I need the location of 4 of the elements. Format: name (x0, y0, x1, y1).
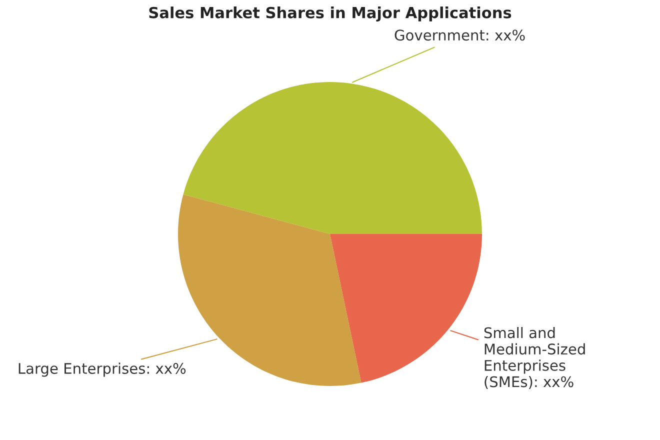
slice-label: Government: xx% (394, 30, 525, 41)
slice-label: Small and Medium-Sized Enterprises (SMEs): xx% (484, 326, 585, 389)
chart-title: Sales Market Shares in Major Applications (149, 6, 512, 22)
slice-label: Large Enterprises: xx% (18, 362, 186, 377)
